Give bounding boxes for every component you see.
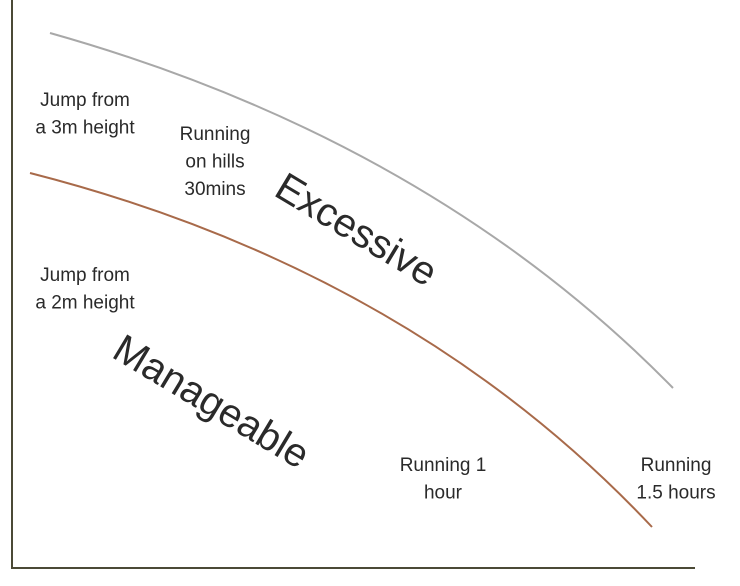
- label-line: a 3m height: [35, 118, 135, 139]
- label-line: a 2m height: [35, 293, 135, 314]
- manageable-curve: [29, 172, 653, 528]
- excessive-curve: [49, 32, 674, 389]
- label-line: 30mins: [184, 179, 245, 200]
- label-line: on hills: [185, 152, 244, 173]
- activity-label: Running on hills 30mins: [180, 124, 251, 200]
- label-line: Jump from: [40, 90, 130, 111]
- label-line: 1.5 hours: [636, 483, 715, 504]
- label-line: Running 1: [400, 455, 487, 476]
- label-line: Jump from: [40, 265, 130, 286]
- label-line: Running: [180, 124, 251, 145]
- activity-label: Jump from a 2m height: [35, 265, 135, 314]
- activity-label: Running 1 hour: [400, 455, 487, 504]
- activity-label: Running 1.5 hours: [636, 455, 715, 504]
- activity-label: Jump from a 3m height: [35, 90, 135, 139]
- label-line: Running: [641, 455, 712, 476]
- label-line: hour: [424, 483, 463, 504]
